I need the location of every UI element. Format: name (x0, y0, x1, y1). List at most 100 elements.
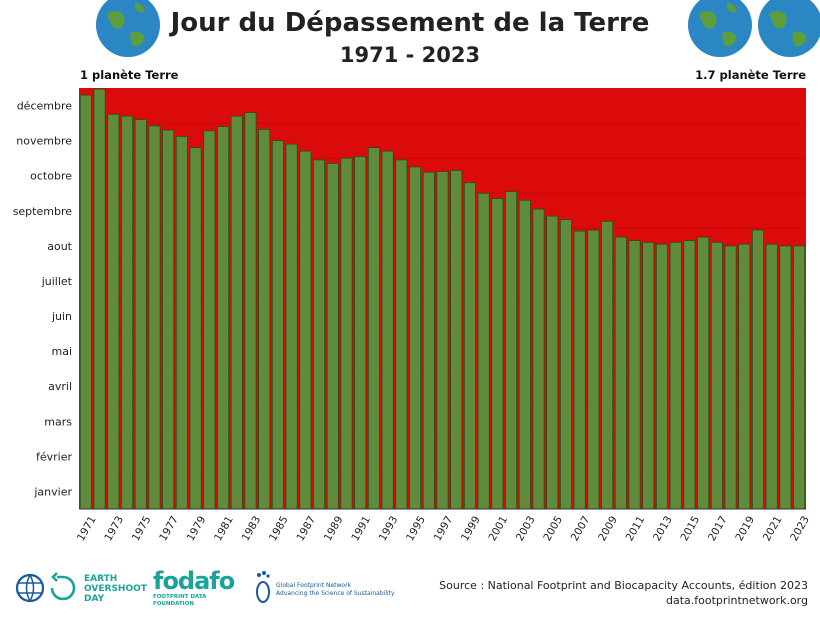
x-tick-label: 1997 (432, 514, 456, 543)
bar-1978 (175, 136, 188, 510)
x-tick-label: 2021 (761, 514, 785, 543)
x-tick-label: 2011 (624, 514, 648, 543)
x-tick-label: 2023 (788, 514, 812, 543)
bar-2003 (518, 199, 531, 510)
x-tick-label: 2003 (514, 514, 538, 543)
gfn-text: Global Footprint Network Advancing the S… (276, 582, 395, 598)
x-tick-label: 1979 (185, 514, 209, 543)
x-tick-label: 1995 (404, 514, 428, 543)
bar-1981 (217, 126, 230, 510)
x-tick-label: 2005 (541, 514, 565, 543)
bar-1983 (244, 112, 257, 510)
bar-1980 (203, 130, 216, 510)
bar-1975 (134, 119, 147, 510)
bar-1984 (258, 128, 271, 510)
y-tick-label: septembre (13, 205, 73, 218)
bar-2013 (655, 243, 668, 510)
bar-1972 (93, 88, 106, 510)
bar-2008 (587, 229, 600, 510)
x-tick-label: 1975 (130, 514, 154, 543)
y-tick-label: aout (47, 240, 72, 253)
bar-2009 (601, 220, 614, 510)
bar-2021 (765, 243, 778, 510)
bar-1999 (463, 182, 476, 510)
x-tick-label: 1971 (75, 514, 99, 543)
y-tick-label: décembre (17, 100, 73, 113)
x-tick-label: 2015 (678, 514, 702, 543)
left-planet-label: 1 planète Terre (80, 68, 179, 82)
earth-overshoot-day-text: EARTH OVERSHOOT DAY (84, 574, 147, 604)
x-tick-label: 2007 (569, 514, 593, 543)
bar-2014 (669, 241, 682, 510)
x-tick-label: 1991 (349, 514, 373, 543)
earth-globe-icon (688, 0, 752, 57)
bar-1976 (148, 125, 161, 510)
bar-2010 (614, 236, 627, 510)
right-planet-label: 1.7 planète Terre (695, 68, 806, 82)
bar-1973 (107, 113, 120, 510)
x-tick-label: 1983 (240, 514, 264, 543)
y-tick-label: juin (51, 310, 72, 323)
x-tick-label: 1999 (459, 514, 483, 543)
bar-1985 (271, 140, 284, 510)
x-tick-label: 1973 (102, 514, 126, 543)
bar-1989 (326, 163, 339, 510)
bar-2016 (697, 236, 710, 510)
bar-2019 (738, 243, 751, 510)
y-tick-label: avril (48, 380, 72, 393)
y-tick-label: juillet (41, 275, 73, 288)
source-note: Source : National Footprint and Biocapac… (439, 578, 808, 608)
x-tick-label: 1981 (212, 514, 236, 543)
x-tick-label: 2019 (733, 514, 757, 543)
y-tick-label: novembre (16, 135, 72, 148)
bar-1995 (409, 166, 422, 510)
fodafo-wordmark: fodafo (153, 567, 235, 595)
bar-1987 (299, 150, 312, 510)
x-tick-label: 2017 (706, 514, 730, 543)
x-tick-label: 1985 (267, 514, 291, 543)
overshoot-chart: janvier février mars avril mai juin juillet aou… (13, 88, 812, 543)
fodafo-subtitle: FOOTPRINT DATA FOUNDATION (153, 594, 207, 607)
source-url: data.footprintnetwork.org (666, 594, 808, 607)
y-tick-label: mars (44, 415, 72, 428)
bar-1986 (285, 143, 298, 510)
bar-1993 (381, 150, 394, 510)
footprint-icon (256, 571, 270, 603)
earth-overshoot-day-logo (14, 568, 82, 612)
x-tick-label: 1987 (294, 514, 318, 543)
bar-2017 (710, 241, 723, 510)
y-tick-label: janvier (33, 485, 72, 498)
bar-2000 (477, 192, 490, 510)
bar-1998 (450, 170, 463, 510)
y-tick-label: février (36, 450, 72, 463)
bar-2015 (683, 240, 696, 510)
y-axis-ticks: janvier février mars avril mai juin juillet aou… (13, 100, 73, 499)
bar-2011 (628, 240, 641, 510)
bar-1982 (230, 115, 243, 510)
x-tick-label: 1989 (322, 514, 346, 543)
earth-globe-icon (96, 0, 160, 57)
bar-1990 (340, 157, 353, 510)
x-tick-label: 1977 (157, 514, 181, 543)
x-tick-label: 2001 (486, 514, 510, 543)
bar-2018 (724, 245, 737, 510)
gfn-tagline: Advancing the Science of Sustainability (276, 590, 395, 597)
bar-1997 (436, 171, 449, 510)
bar-2012 (642, 241, 655, 510)
bar-2006 (559, 219, 572, 510)
bar-2023 (793, 245, 806, 510)
bar-1992 (367, 147, 380, 510)
bar-1994 (395, 159, 408, 510)
chart-subtitle: 1971 - 2023 (339, 43, 481, 67)
bar-1974 (120, 115, 134, 510)
bar-1977 (162, 129, 175, 510)
y-tick-label: octobre (30, 170, 72, 183)
bar-1971 (79, 94, 92, 510)
x-axis-ticks: 1971 1973 1975 1977 1979 1981 1983 1985 1987 1989… (75, 514, 812, 543)
bar-2022 (779, 245, 792, 510)
bar-1991 (354, 156, 367, 510)
chart-title: Jour du Dépassement de la Terre (170, 8, 650, 38)
bar-1996 (422, 171, 435, 510)
fodafo-logo: fodafo FOOTPRINT DATA FOUNDATION (153, 567, 235, 608)
y-tick-label: mai (51, 345, 72, 358)
